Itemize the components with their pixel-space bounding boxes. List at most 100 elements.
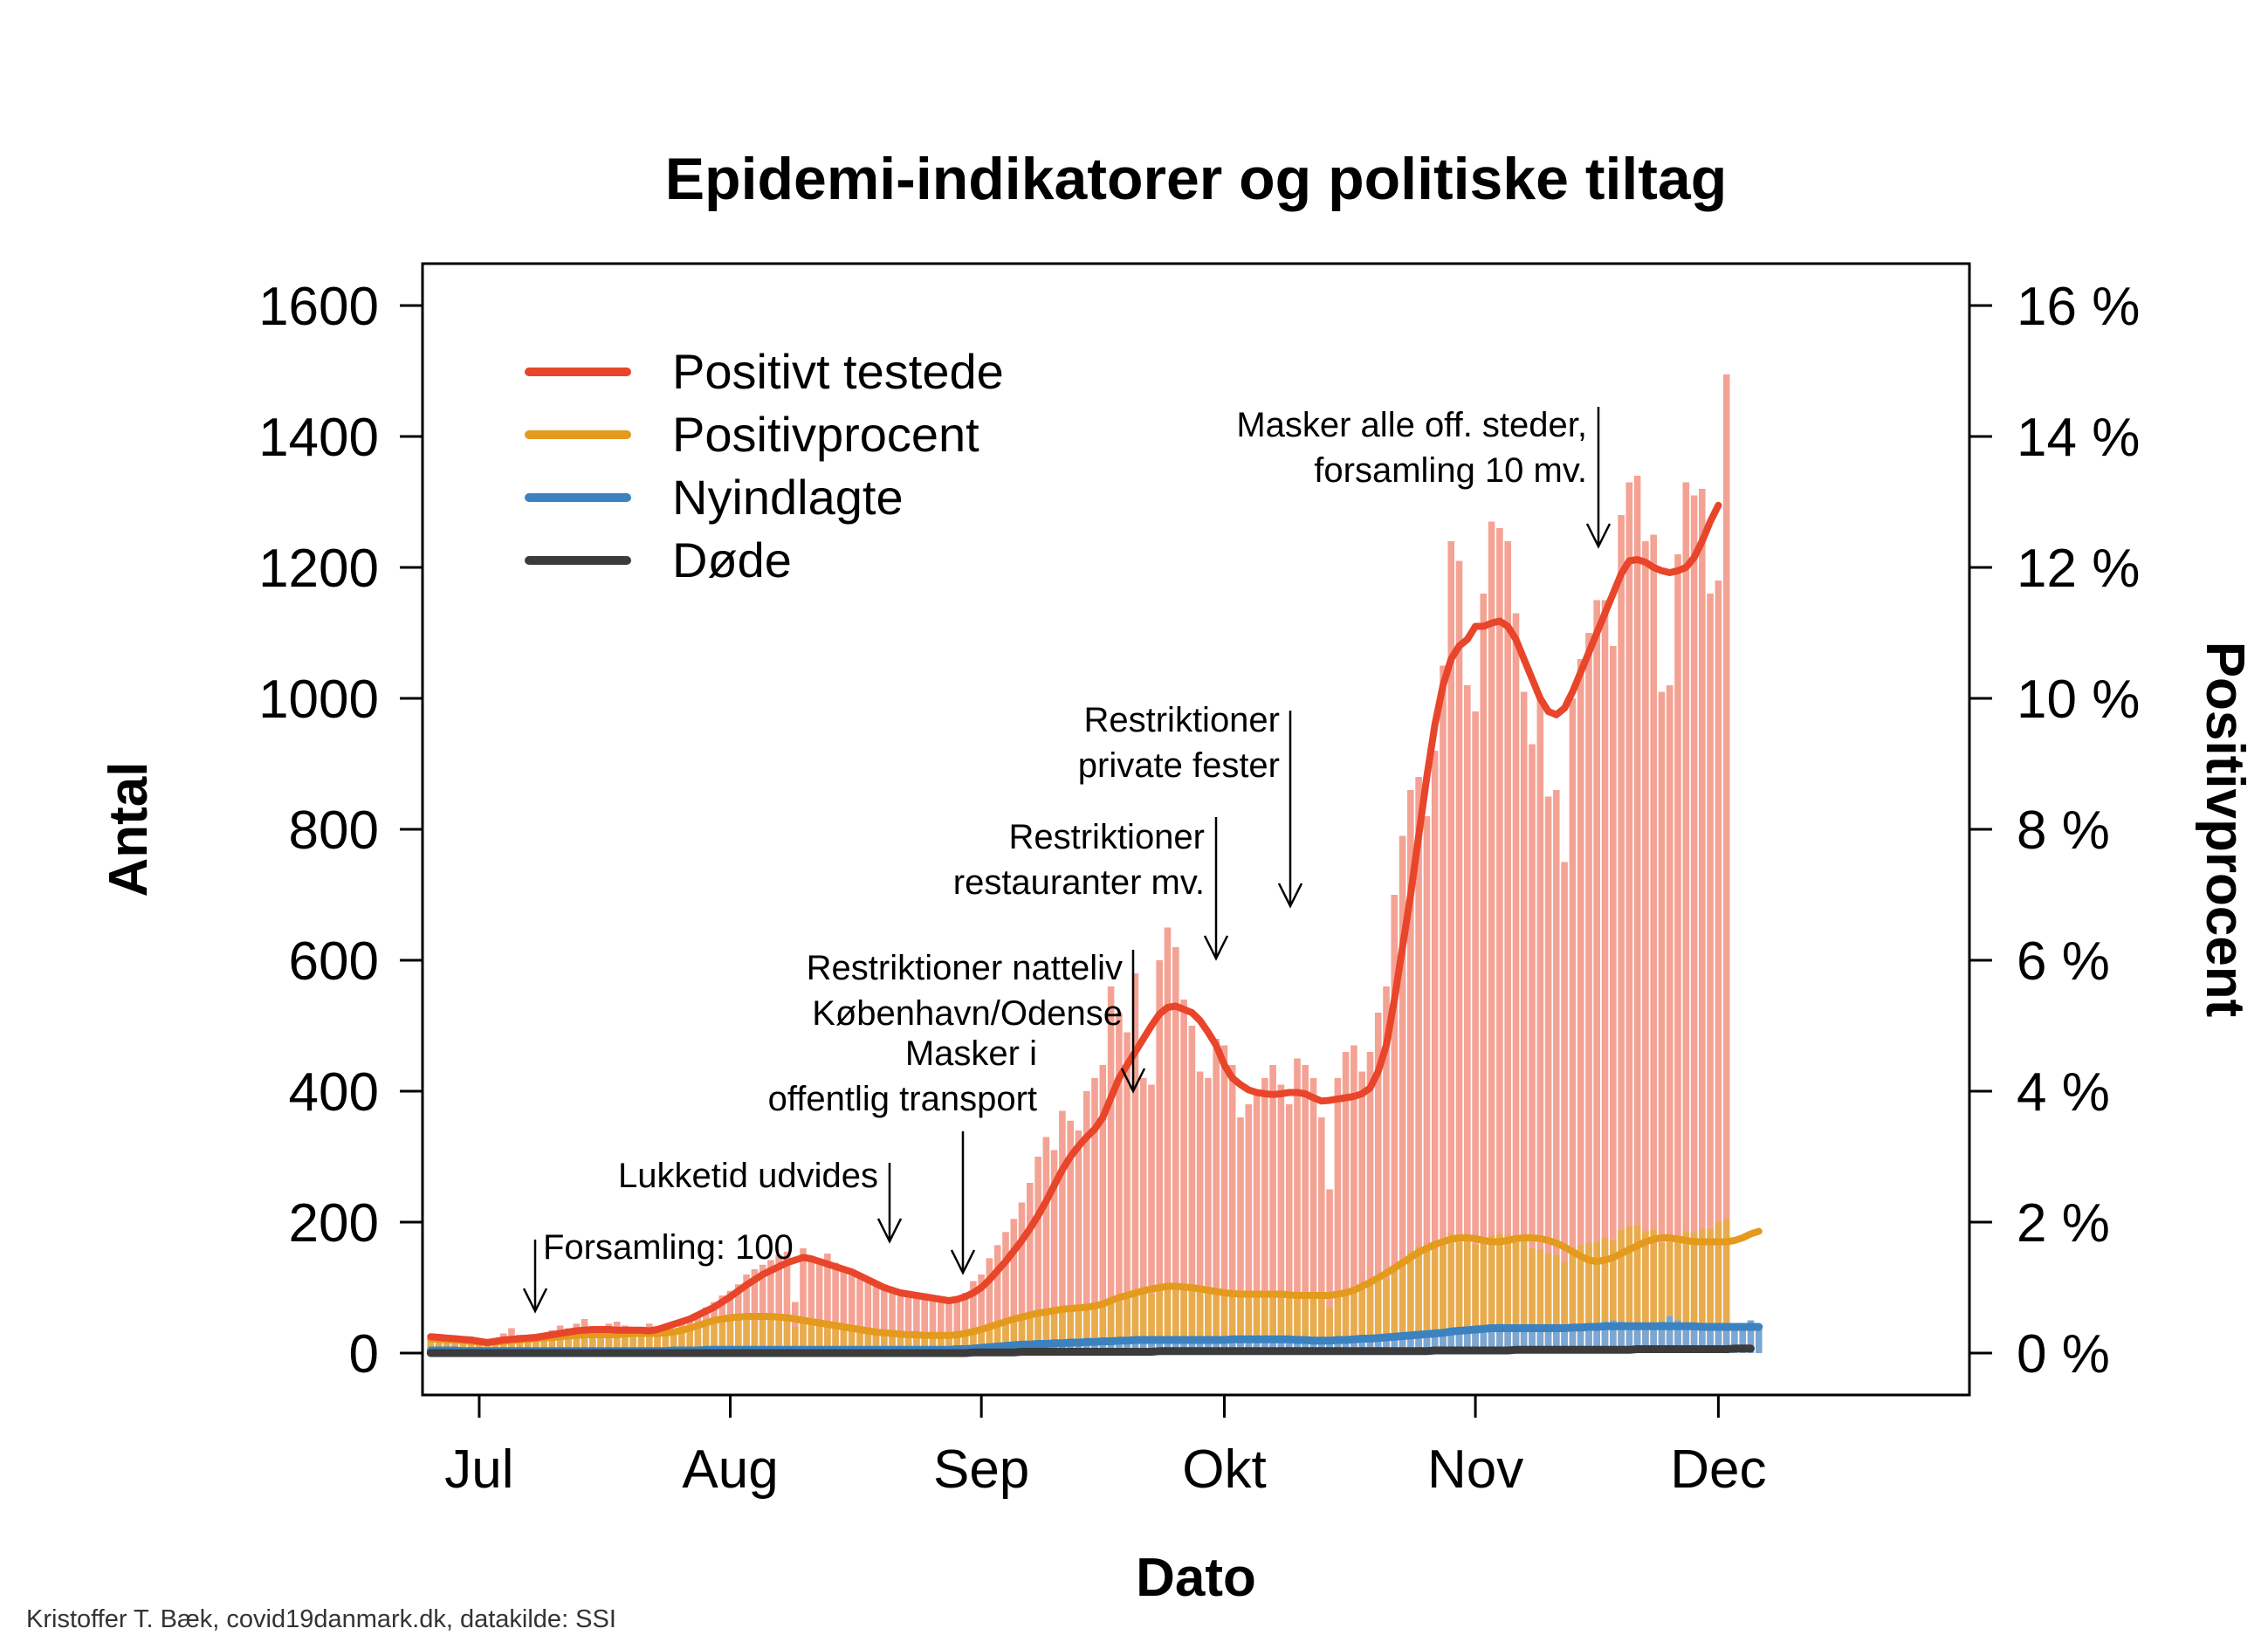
hospitalized-bar bbox=[1399, 1334, 1406, 1354]
cases-bar bbox=[1674, 554, 1681, 1353]
positivity-bar bbox=[1520, 1240, 1528, 1353]
positivity-bar bbox=[1302, 1291, 1309, 1353]
positivity-bar bbox=[1309, 1293, 1317, 1353]
cases-bar bbox=[1245, 1104, 1253, 1353]
positivity-bar bbox=[1447, 1233, 1454, 1353]
x-axis: Jul Aug Sep Okt Nov Dec bbox=[444, 1395, 1767, 1500]
y2-axis: 0 % 2 % 4 % 6 % 8 % 10 % 12 % 14 % 16 % bbox=[1969, 277, 2140, 1384]
positivity-bar bbox=[637, 1335, 645, 1354]
positivity-bar bbox=[889, 1335, 896, 1353]
hospitalized-bar bbox=[1666, 1316, 1674, 1353]
cases-bar bbox=[1237, 1117, 1244, 1353]
hospitalized-bar bbox=[1464, 1327, 1471, 1353]
hospitalized-bar bbox=[1285, 1336, 1293, 1353]
cases-bar bbox=[1124, 1032, 1131, 1353]
hospitalized-bar bbox=[1294, 1338, 1301, 1353]
positivity-bar bbox=[986, 1328, 993, 1353]
hospitalized-bar bbox=[1601, 1322, 1609, 1353]
positivity-bar bbox=[1285, 1295, 1293, 1353]
hospitalized-bar bbox=[1715, 1327, 1722, 1353]
positivity-bar bbox=[1172, 1286, 1179, 1353]
positivity-bar bbox=[1472, 1244, 1479, 1353]
positivity-bar bbox=[1658, 1243, 1666, 1353]
positivity-bar bbox=[1083, 1307, 1090, 1353]
hospitalized-bar bbox=[1553, 1324, 1560, 1353]
positivity-bar bbox=[1618, 1230, 1625, 1353]
hospitalized-bar bbox=[1334, 1339, 1342, 1354]
cases-bar bbox=[1715, 581, 1722, 1353]
x-tick-label: Dec bbox=[1670, 1439, 1766, 1500]
positivity-bar bbox=[1674, 1235, 1681, 1353]
annotation-arrowhead bbox=[1120, 1068, 1146, 1094]
positivity-bar bbox=[840, 1327, 848, 1353]
hospitalized-bar bbox=[1447, 1330, 1454, 1353]
positivity-bar bbox=[711, 1319, 718, 1353]
positivity-bar bbox=[1383, 1278, 1390, 1353]
cases-bar bbox=[1520, 691, 1528, 1353]
annotation-text: private fester bbox=[1078, 746, 1280, 785]
positivity-bar bbox=[1131, 1290, 1139, 1354]
hospitalized-bar bbox=[1529, 1328, 1536, 1353]
positivity-bar bbox=[1002, 1323, 1009, 1353]
hospitalized-bar bbox=[1707, 1327, 1714, 1353]
positivity-bar bbox=[1228, 1294, 1236, 1353]
cases-bar bbox=[978, 1275, 985, 1353]
positivity-bar bbox=[872, 1332, 880, 1353]
positivity-bar bbox=[1633, 1225, 1641, 1353]
legend-label: Positivprocent bbox=[672, 407, 979, 462]
hospitalized-bar bbox=[1245, 1337, 1253, 1354]
hospitalized-bar bbox=[1277, 1336, 1285, 1354]
y2-tick-label: 2 % bbox=[2017, 1193, 2110, 1254]
positivity-bar bbox=[921, 1336, 928, 1354]
hospitalized-bar bbox=[1326, 1340, 1333, 1353]
hospitalized-bar bbox=[1253, 1338, 1261, 1353]
positivity-bar bbox=[1722, 1219, 1730, 1354]
positivity-bar bbox=[1059, 1307, 1066, 1353]
cases-bar bbox=[1447, 541, 1454, 1353]
annotation-text: Lukketid udvides bbox=[618, 1157, 878, 1195]
hospitalized-bar bbox=[1261, 1337, 1268, 1354]
positivity-bar bbox=[848, 1328, 856, 1353]
positivity-bar bbox=[1180, 1288, 1187, 1353]
positivity-bar bbox=[856, 1330, 863, 1354]
annotation-text: restauranter mv. bbox=[953, 863, 1205, 902]
hospitalized-bar bbox=[1342, 1337, 1350, 1354]
hospitalized-bar bbox=[1699, 1325, 1706, 1353]
cases-bar bbox=[1682, 482, 1690, 1353]
positivity-bar bbox=[1690, 1233, 1698, 1353]
cases-bar bbox=[1196, 1071, 1204, 1353]
positivity-bar bbox=[597, 1336, 604, 1353]
positivity-bar bbox=[678, 1330, 685, 1353]
positivity-bar bbox=[629, 1335, 636, 1353]
positivity-bar bbox=[759, 1316, 766, 1353]
positivity-bar bbox=[1099, 1303, 1107, 1353]
hospitalized-bar bbox=[1633, 1324, 1641, 1353]
positivity-bar bbox=[1715, 1222, 1722, 1353]
hospitalized-bar bbox=[1650, 1325, 1657, 1353]
cases-bar bbox=[1205, 1078, 1212, 1353]
hospitalized-bar bbox=[1544, 1325, 1552, 1353]
positivity-bar bbox=[1010, 1320, 1018, 1353]
positivity-bar bbox=[1610, 1240, 1617, 1353]
cases-bar bbox=[953, 1297, 961, 1354]
hospitalized-bar bbox=[1374, 1336, 1382, 1353]
annotation-text: Restriktioner bbox=[1083, 701, 1280, 739]
x-tick-label: Nov bbox=[1427, 1439, 1523, 1500]
hospitalized-bar bbox=[1625, 1323, 1633, 1353]
positivity-bar bbox=[1391, 1268, 1399, 1353]
cases-bar bbox=[881, 1284, 888, 1354]
positivity-bar bbox=[718, 1316, 726, 1354]
x-tick-label: Okt bbox=[1182, 1439, 1266, 1500]
cases-bar bbox=[1075, 1130, 1082, 1353]
hospitalized-bar bbox=[1220, 1337, 1228, 1354]
positivity-bar bbox=[783, 1316, 791, 1354]
cases-bar bbox=[1228, 1065, 1236, 1353]
positivity-bar bbox=[1269, 1291, 1276, 1353]
positivity-bar bbox=[751, 1315, 759, 1353]
hospitalized-bar bbox=[1067, 1341, 1074, 1353]
hospitalized-bar bbox=[1488, 1324, 1495, 1353]
positivity-bar bbox=[1042, 1311, 1050, 1353]
hospitalized-bar bbox=[1739, 1324, 1746, 1353]
deaths-line bbox=[426, 1344, 1755, 1357]
hospitalized-bar bbox=[1512, 1325, 1520, 1353]
